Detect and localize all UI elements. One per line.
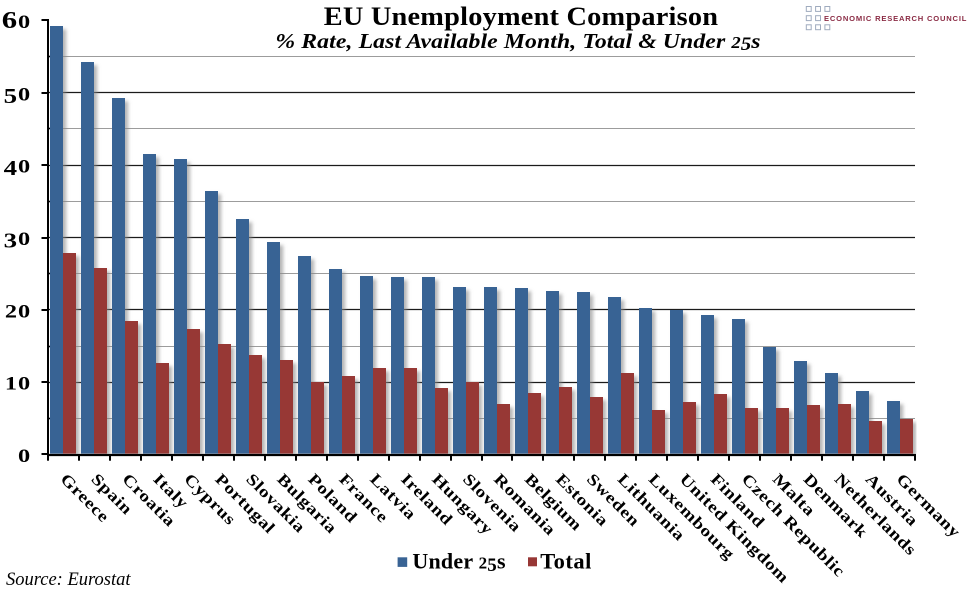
svg-text:40: 40 (4, 156, 31, 180)
svg-text:60: 60 (2, 6, 31, 33)
svg-text:% Rate, Last Available Month,: % Rate, Last Available Month, Total & Un… (275, 29, 761, 54)
svg-text:30: 30 (4, 228, 31, 252)
svg-text:ECONOMIC RESEARCH COUNCIL: ECONOMIC RESEARCH COUNCIL (824, 14, 967, 23)
svg-text:Total: Total (540, 549, 592, 574)
svg-text:EU Unemployment Comparison: EU Unemployment Comparison (324, 2, 718, 31)
svg-text:50: 50 (4, 84, 31, 108)
svg-text:20: 20 (5, 301, 31, 322)
svg-text:Under 25s: Under 25s (412, 549, 506, 577)
svg-text:10: 10 (5, 373, 31, 394)
svg-text:Source: Eurostat: Source: Eurostat (6, 570, 131, 590)
svg-text:0: 0 (18, 445, 31, 466)
